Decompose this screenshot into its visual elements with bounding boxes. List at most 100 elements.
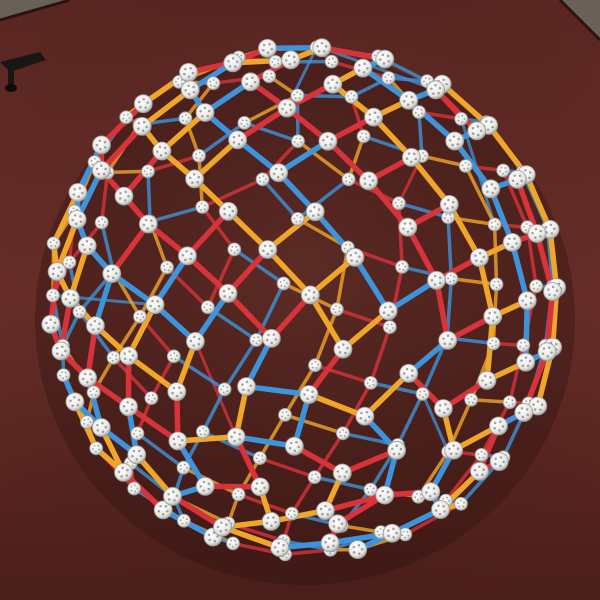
connector-node (438, 330, 458, 350)
connector-node (364, 107, 384, 127)
strut (444, 453, 484, 503)
connector-node (86, 385, 101, 400)
connector-node (178, 111, 193, 126)
connector-node (270, 538, 290, 557)
model-nodes (41, 38, 566, 562)
connector-node (166, 349, 181, 364)
strut (501, 168, 530, 229)
connector-node (241, 72, 260, 92)
connector-node (284, 506, 299, 521)
strut (225, 246, 271, 297)
strut (433, 277, 451, 344)
strut (99, 220, 116, 274)
connector-node (227, 242, 242, 257)
strut (313, 307, 339, 367)
connector-node (445, 131, 465, 151)
strut (98, 100, 147, 148)
strut (233, 434, 298, 449)
connector-node (332, 463, 352, 483)
connector-node (487, 217, 502, 232)
strut (175, 434, 239, 444)
connector-node (249, 333, 264, 347)
strut (242, 121, 300, 143)
connector-node (163, 486, 182, 506)
strut (264, 246, 314, 298)
strut (369, 325, 392, 385)
strut (149, 354, 176, 400)
connector-node (516, 338, 531, 353)
connector-node (68, 182, 88, 202)
connector-node (387, 440, 407, 460)
connector-node (355, 406, 375, 426)
strut (509, 239, 531, 304)
strut (225, 290, 275, 342)
strut (385, 277, 440, 314)
connector-node (41, 314, 61, 334)
strut (396, 392, 425, 447)
connector-node (77, 236, 97, 256)
connector-node (353, 58, 373, 78)
table-edge (0, 0, 71, 22)
strut (152, 253, 191, 308)
connector-node (315, 501, 335, 521)
strut (322, 492, 388, 514)
strut (325, 138, 372, 184)
connector-node (320, 533, 340, 553)
connector-node (91, 418, 111, 437)
connector-node (464, 392, 479, 407)
strut (283, 548, 333, 557)
connector-node (382, 523, 402, 543)
connector-node (141, 164, 155, 179)
connector-node (258, 240, 278, 259)
connector-node (454, 496, 468, 511)
connector-node (363, 482, 378, 497)
strut (476, 254, 496, 320)
connector-node (474, 447, 489, 462)
strut (307, 292, 346, 352)
connector-node (195, 424, 210, 439)
connector-node (213, 517, 232, 537)
connector-node (344, 89, 359, 104)
inner-strut (193, 339, 238, 439)
strut (283, 363, 317, 417)
connector-node (345, 247, 365, 267)
connector-node (119, 397, 138, 417)
connector-node (517, 291, 537, 311)
connector-node (252, 451, 267, 466)
connector-node (307, 470, 322, 485)
strut (232, 247, 286, 286)
strut (268, 292, 314, 342)
connector-node (318, 131, 338, 151)
strut (313, 363, 373, 385)
strut (139, 87, 193, 130)
connector-node (290, 88, 305, 103)
strut (459, 459, 501, 506)
connector-node (335, 426, 350, 441)
strut (200, 205, 237, 252)
strut (50, 189, 81, 247)
connector-node (132, 117, 152, 136)
strut (446, 215, 454, 281)
connector-node (399, 90, 419, 110)
connector-node (401, 147, 421, 167)
connector-node (276, 276, 291, 291)
connector-node (89, 441, 104, 456)
connector-node (195, 103, 215, 122)
strut (312, 431, 345, 479)
connector-node (378, 301, 398, 321)
strut (362, 370, 412, 419)
connector-node (114, 462, 133, 482)
connector-node (329, 302, 344, 317)
strut (109, 221, 152, 277)
connector-node (185, 331, 205, 351)
connector-node (237, 377, 256, 396)
connector-node (51, 341, 71, 361)
connector-node (469, 248, 489, 268)
connector-node (94, 215, 109, 230)
table-edge-right (558, 0, 600, 42)
strut (184, 208, 232, 259)
connector-node (375, 49, 395, 69)
connector-node (486, 336, 501, 351)
connector-node (412, 105, 426, 119)
